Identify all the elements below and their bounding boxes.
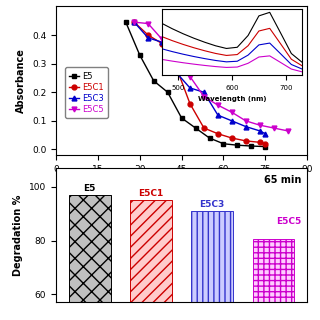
X-axis label: Time (min): Time (min) [152, 180, 212, 189]
E5 [236, 143, 239, 147]
E5C1 [132, 20, 136, 24]
E5 [124, 20, 128, 24]
Text: E5: E5 [84, 184, 96, 193]
E5C5 [216, 103, 220, 107]
E5 [194, 126, 197, 130]
E5C3 [216, 113, 220, 117]
E5C3 [132, 20, 136, 24]
E5 [166, 90, 170, 94]
E5C1 [188, 102, 192, 106]
E5C5 [132, 20, 136, 24]
Line: E5C3: E5C3 [132, 20, 268, 136]
Text: E5C3: E5C3 [200, 200, 225, 209]
E5C3 [146, 36, 150, 40]
E5C3 [160, 40, 164, 44]
E5C1 [216, 132, 220, 136]
E5 [152, 79, 156, 83]
E5C3 [230, 119, 234, 123]
Bar [130, 200, 172, 320]
E5C1 [202, 126, 206, 130]
E5C5 [160, 37, 164, 41]
Text: E5C5: E5C5 [276, 217, 301, 226]
Bar [69, 195, 110, 320]
Legend: E5, E5C1, E5C3, E5C5: E5, E5C1, E5C3, E5C5 [65, 68, 108, 118]
E5C1 [230, 136, 234, 140]
E5C3 [188, 86, 192, 90]
E5C1 [160, 42, 164, 45]
Line: E5C5: E5C5 [132, 20, 290, 133]
E5C3 [202, 90, 206, 94]
Bar [253, 239, 294, 320]
E5 [250, 144, 253, 148]
Text: 65 min: 65 min [264, 175, 301, 186]
E5C5 [174, 62, 178, 66]
E5C1 [258, 140, 262, 144]
E5C3 [263, 132, 267, 136]
E5 [138, 53, 142, 57]
E5 [263, 145, 267, 148]
E5 [221, 142, 225, 146]
E5C3 [244, 125, 248, 129]
E5C5 [258, 123, 262, 127]
E5C3 [174, 70, 178, 74]
E5C5 [244, 119, 248, 123]
E5C1 [244, 139, 248, 143]
Line: E5C1: E5C1 [132, 20, 268, 146]
Y-axis label: Degradation %: Degradation % [13, 195, 23, 276]
E5C5 [146, 22, 150, 26]
E5C5 [230, 110, 234, 114]
Line: E5: E5 [123, 20, 268, 149]
E5C5 [202, 95, 206, 99]
E5C5 [188, 75, 192, 78]
Text: E5C1: E5C1 [138, 189, 164, 198]
Y-axis label: Absorbance: Absorbance [16, 48, 26, 113]
E5C5 [272, 126, 276, 130]
E5C1 [263, 142, 267, 146]
E5C1 [146, 33, 150, 37]
Bar [191, 211, 233, 320]
E5 [208, 136, 212, 140]
E5C3 [258, 129, 262, 133]
E5 [180, 116, 184, 120]
E5C1 [174, 65, 178, 68]
E5C5 [286, 129, 290, 133]
